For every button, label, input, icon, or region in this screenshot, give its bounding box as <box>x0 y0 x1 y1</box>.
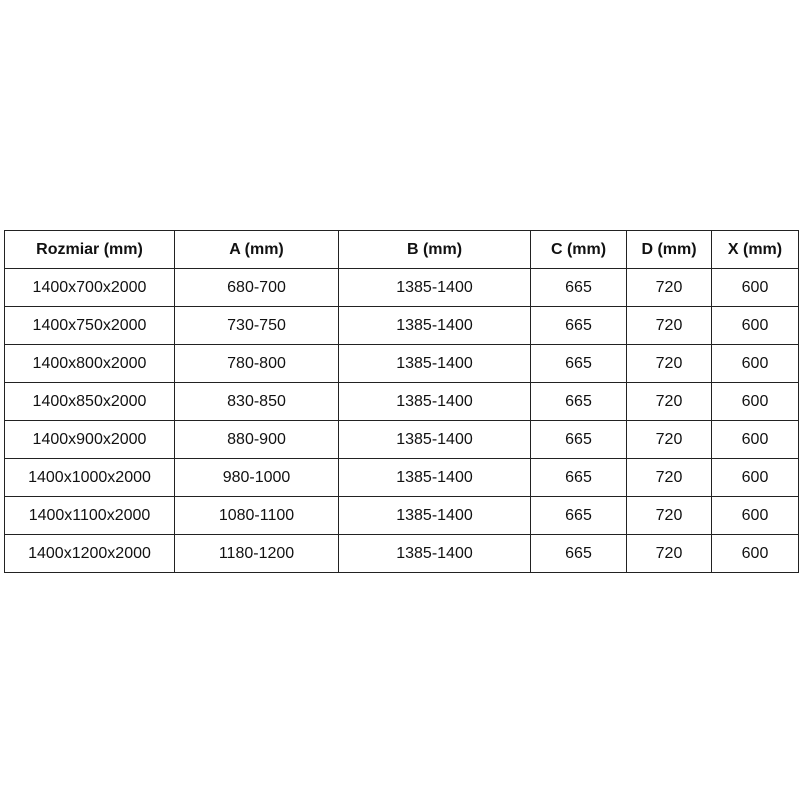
table-cell: 665 <box>530 344 627 383</box>
table-row: 1400x800x2000 780-800 1385-1400 665 720 600 <box>4 344 799 383</box>
table-cell: 600 <box>711 268 799 307</box>
table-cell: 1385-1400 <box>338 382 531 421</box>
table-row: 1400x1100x2000 1080-1100 1385-1400 665 720 60… <box>4 496 799 535</box>
table-cell: 720 <box>626 382 712 421</box>
column-header: Rozmiar (mm) <box>4 230 175 269</box>
table-cell: 665 <box>530 534 627 573</box>
table-cell: 1385-1400 <box>338 268 531 307</box>
table-row: 1400x900x2000 880-900 1385-1400 665 720 600 <box>4 420 799 459</box>
table-row: 1400x850x2000 830-850 1385-1400 665 720 600 <box>4 382 799 421</box>
table-cell: 1400x750x2000 <box>4 306 175 345</box>
table-cell: 600 <box>711 458 799 497</box>
table-cell: 665 <box>530 268 627 307</box>
table-row: 1400x1200x2000 1180-1200 1385-1400 665 720 60… <box>4 534 799 573</box>
table-cell: 665 <box>530 306 627 345</box>
table-cell: 600 <box>711 382 799 421</box>
table-cell: 1385-1400 <box>338 344 531 383</box>
column-header: A (mm) <box>174 230 339 269</box>
table-cell: 730-750 <box>174 306 339 345</box>
table-row: 1400x700x2000 680-700 1385-1400 665 720 600 <box>4 268 799 307</box>
column-header: B (mm) <box>338 230 531 269</box>
table-cell: 720 <box>626 344 712 383</box>
table-cell: 1400x850x2000 <box>4 382 175 421</box>
table-cell: 1400x700x2000 <box>4 268 175 307</box>
column-header: C (mm) <box>530 230 627 269</box>
table-cell: 600 <box>711 496 799 535</box>
table-cell: 830-850 <box>174 382 339 421</box>
table-cell: 600 <box>711 344 799 383</box>
table-cell: 1080-1100 <box>174 496 339 535</box>
table-cell: 1400x1100x2000 <box>4 496 175 535</box>
header-row: Rozmiar (mm) A (mm) B (mm) C (mm) D (mm) X (m… <box>4 230 799 269</box>
table-cell: 1385-1400 <box>338 420 531 459</box>
table-cell: 680-700 <box>174 268 339 307</box>
column-header: D (mm) <box>626 230 712 269</box>
table-cell: 720 <box>626 306 712 345</box>
table-row: 1400x1000x2000 980-1000 1385-1400 665 720 600 <box>4 458 799 497</box>
table-cell: 1400x1200x2000 <box>4 534 175 573</box>
table-cell: 1400x800x2000 <box>4 344 175 383</box>
table-cell: 1385-1400 <box>338 458 531 497</box>
table-cell: 665 <box>530 496 627 535</box>
table-cell: 600 <box>711 534 799 573</box>
table-cell: 780-800 <box>174 344 339 383</box>
table-cell: 600 <box>711 420 799 459</box>
table-cell: 720 <box>626 458 712 497</box>
table-cell: 665 <box>530 458 627 497</box>
column-header: X (mm) <box>711 230 799 269</box>
table-cell: 1385-1400 <box>338 306 531 345</box>
table-cell: 665 <box>530 382 627 421</box>
table-cell: 1400x1000x2000 <box>4 458 175 497</box>
table-cell: 720 <box>626 420 712 459</box>
table-cell: 1180-1200 <box>174 534 339 573</box>
table-cell: 1385-1400 <box>338 496 531 535</box>
table-cell: 880-900 <box>174 420 339 459</box>
table-cell: 720 <box>626 534 712 573</box>
table-row: 1400x750x2000 730-750 1385-1400 665 720 600 <box>4 306 799 345</box>
dimensions-table: Rozmiar (mm) A (mm) B (mm) C (mm) D (mm) X (m… <box>4 230 799 573</box>
table-cell: 1400x900x2000 <box>4 420 175 459</box>
table-cell: 600 <box>711 306 799 345</box>
table-cell: 1385-1400 <box>338 534 531 573</box>
table-cell: 720 <box>626 496 712 535</box>
table-cell: 665 <box>530 420 627 459</box>
table-cell: 980-1000 <box>174 458 339 497</box>
table-cell: 720 <box>626 268 712 307</box>
